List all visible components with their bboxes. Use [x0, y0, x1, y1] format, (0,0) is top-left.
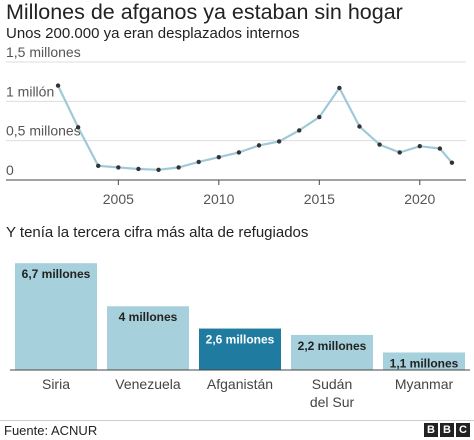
data-point: [136, 166, 141, 172]
category-label: del Sur: [310, 394, 355, 410]
bbc-logo: B B C: [424, 423, 470, 437]
logo-letter: C: [456, 423, 470, 437]
logo-letter: B: [424, 423, 438, 437]
bar-chart-subtitle: Y tenía la tercera cifra más alta de ref…: [6, 224, 309, 241]
bar-value-label: 2,2 millones: [298, 339, 367, 353]
data-point: [216, 154, 222, 160]
data-point: [317, 114, 322, 120]
data-point: [156, 167, 161, 172]
data-point: [256, 143, 262, 148]
y-tick-label: 0,5 millones: [6, 123, 81, 139]
data-point: [437, 146, 443, 151]
bar: [107, 306, 189, 370]
x-tick-label: 2015: [304, 191, 335, 207]
y-tick-label: 0: [6, 162, 14, 178]
bar-value-label: 4 millones: [119, 310, 178, 324]
bar-value-label: 2,6 millones: [206, 333, 275, 347]
bar: [383, 352, 465, 370]
x-tick-label: 2020: [404, 191, 435, 207]
data-point: [196, 159, 201, 165]
data-point: [75, 125, 81, 130]
data-point: [377, 142, 382, 147]
x-tick-label: 2005: [103, 191, 134, 207]
data-point: [236, 150, 242, 155]
data-point: [357, 124, 362, 129]
bar-chart: 6,7 millones Siria 4 millones Venezuela 2,6 …: [10, 263, 470, 410]
x-tick-label: 2010: [203, 191, 234, 207]
category-label: Afganistán: [207, 376, 273, 392]
bar-value-label: 6,7 millones: [22, 267, 91, 281]
source-note: Fuente: ACNUR: [4, 423, 98, 438]
bar-value-label: 1,1 millones: [390, 356, 459, 370]
bar: [15, 263, 97, 370]
bar: [199, 328, 281, 370]
bar: [291, 334, 373, 370]
logo-letter: B: [440, 423, 454, 437]
line-chart: 0 0,5 millones 1 millón 1,5 millones 2005 201…: [6, 44, 466, 207]
data-point: [116, 165, 121, 170]
category-label: Siria: [42, 376, 70, 392]
data-point: [276, 139, 282, 144]
category-label: Sudán: [312, 376, 352, 392]
data-point: [55, 83, 61, 88]
y-tick-label: 1 millón: [6, 83, 54, 99]
data-point: [337, 85, 342, 91]
data-point: [176, 165, 181, 170]
data-point: [397, 150, 402, 155]
data-point: [449, 160, 455, 165]
data-point: [96, 163, 101, 169]
line-chart-subtitle: Unos 200.000 ya eran desplazados interno…: [6, 25, 300, 42]
category-label: Myanmar: [395, 376, 454, 392]
data-point: [417, 143, 422, 149]
category-label: Venezuela: [115, 376, 181, 392]
data-point: [297, 128, 302, 133]
chart-title: Millones de afganos ya estaban sin hogar: [6, 0, 403, 24]
footer-divider: [0, 420, 474, 421]
y-tick-label: 1,5 millones: [6, 44, 81, 60]
